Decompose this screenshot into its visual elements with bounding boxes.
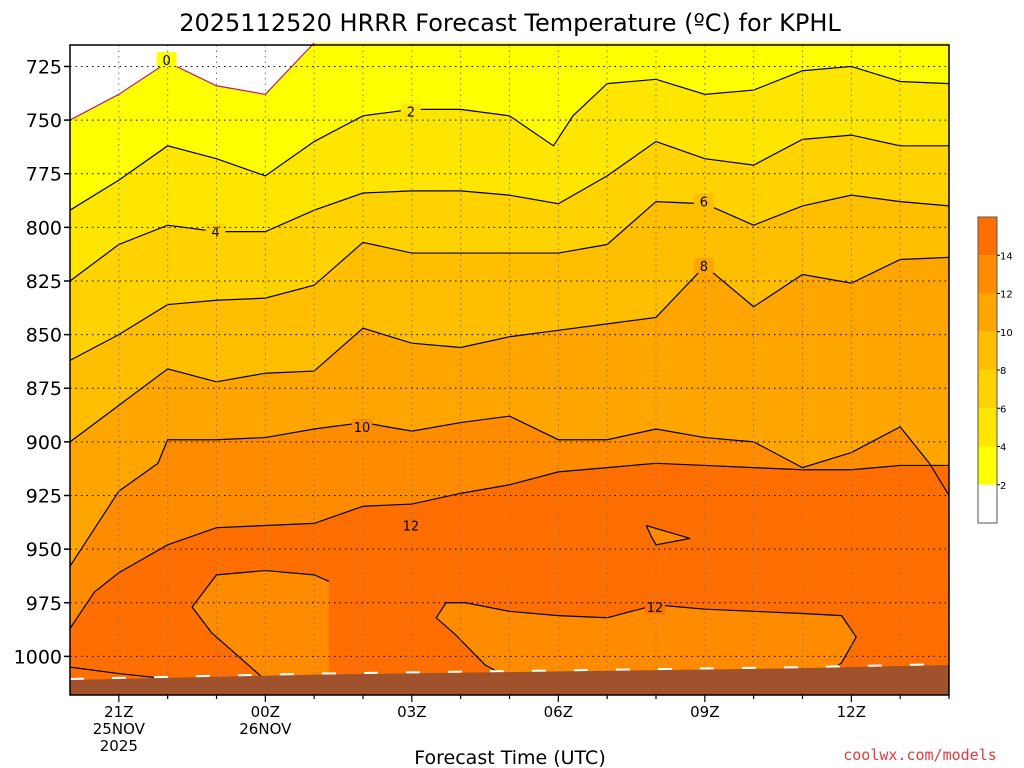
y-tick-label-800: 800: [26, 217, 62, 239]
contour-line-0-0: [69, 42, 315, 121]
colorbar-band-5: [978, 293, 997, 332]
colorbar-band-1: [978, 446, 997, 485]
colorbar-band-4: [978, 331, 997, 370]
contour-line-10-5: [69, 415, 950, 567]
y-axis: 725 750 775 800 825 850 875 900 925 950 975 1000: [14, 56, 70, 668]
colorbar-label-4: 4: [1000, 443, 1006, 454]
colorbar-label-2: 2: [1000, 481, 1006, 492]
contour-label-bg-4: [693, 257, 714, 273]
colorbar-band-3: [978, 370, 997, 409]
contour-label-bg-8: [645, 599, 666, 615]
y-tick-label-725: 725: [26, 56, 62, 78]
x-tick-label-21-1: 25NOV: [93, 720, 146, 738]
y-tick-label-875: 875: [26, 378, 62, 400]
colorbar-band-6: [978, 255, 997, 294]
y-tick-label-925: 925: [26, 485, 62, 507]
colorbar-label-10: 10: [1000, 328, 1013, 339]
x-tick-label-30-0: 06Z: [544, 703, 573, 721]
x-tick-label-21-0: 21Z: [104, 703, 133, 721]
x-tick-label-27-0: 03Z: [397, 703, 426, 721]
contour-label-1: 2: [407, 106, 415, 121]
plot-area: 0246810121212: [69, 42, 950, 696]
contour-line-2-1: [69, 65, 950, 211]
contour-line-12-6: [69, 462, 949, 629]
contour-label-5: 10: [354, 421, 371, 436]
contour-label-4: 8: [700, 260, 708, 275]
contour-label-8: 12: [647, 601, 664, 616]
contour-line-12-8: [435, 602, 857, 687]
contour-label-bg-0: [156, 52, 177, 68]
contour-label-6: 12: [403, 520, 420, 535]
colorbar-band-7: [978, 217, 997, 256]
contour-label-bg-6: [400, 517, 421, 533]
colorbar-band-2: [978, 408, 997, 447]
credit-text: coolwx.com/models: [843, 746, 997, 764]
x-tick-label-24-0: 00Z: [251, 703, 280, 721]
y-tick-label-975: 975: [26, 593, 62, 615]
colorbar: 2 4 6 8 10 12 14: [977, 216, 1013, 524]
colorbar-label-12: 12: [1000, 290, 1013, 301]
y-tick-label-900: 900: [26, 432, 62, 454]
surface-ground: [70, 664, 949, 695]
contour-label-bg-1: [400, 103, 421, 119]
contour-label-bg-2: [205, 223, 226, 239]
contour-label-bg-3: [693, 193, 714, 209]
x-tick-label-36-0: 12Z: [837, 703, 866, 721]
y-tick-label-850: 850: [26, 325, 62, 347]
contour-label-3: 6: [700, 196, 708, 211]
colorbar-label-14: 14: [1000, 251, 1013, 262]
contour-label-bg-5: [352, 418, 373, 434]
chart-title: 2025112520 HRRR Forecast Temperature (ºC…: [179, 9, 841, 37]
y-tick-label-750: 750: [26, 110, 62, 132]
y-tick-label-775: 775: [26, 164, 62, 186]
contour-label-2: 4: [211, 226, 219, 241]
colorbar-label-8: 8: [1000, 366, 1006, 377]
x-tick-label-33-0: 09Z: [690, 703, 719, 721]
x-axis-label: Forecast Time (UTC): [414, 747, 605, 768]
x-tick-label-24-1: 26NOV: [239, 720, 292, 738]
y-tick-label-1000: 1000: [14, 646, 62, 668]
x-tick-label-21-2: 2025: [100, 737, 138, 755]
colorbar-label-6: 6: [1000, 404, 1006, 415]
y-tick-label-950: 950: [26, 539, 62, 561]
y-tick-label-825: 825: [26, 271, 62, 293]
contour-line-12-9: [645, 524, 691, 546]
colorbar-band-0: [978, 484, 997, 523]
pocket-left-10-12: [192, 570, 329, 693]
contour-label-0: 0: [163, 54, 171, 69]
